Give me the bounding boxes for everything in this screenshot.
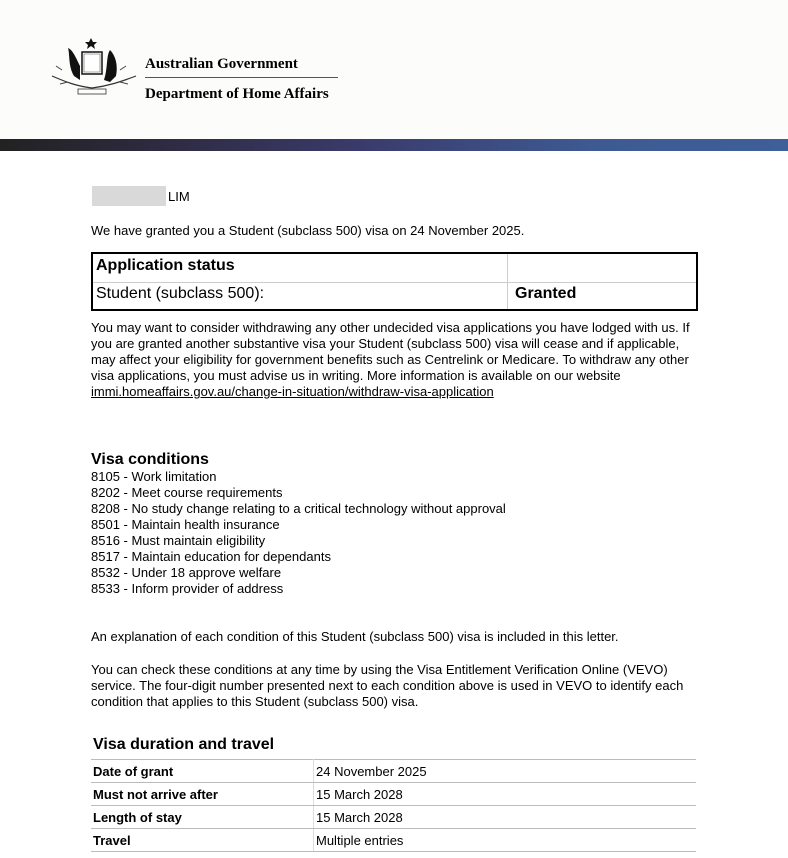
withdraw-link[interactable]: immi.homeaffairs.gov.au/change-in-situat… bbox=[91, 384, 494, 399]
withdraw-text: You may want to consider withdrawing any… bbox=[91, 320, 690, 383]
table-row: Length of stay 15 March 2028 bbox=[91, 805, 696, 829]
status-value: Granted bbox=[515, 285, 577, 302]
condition-item: 8516 - Must maintain eligibility bbox=[91, 533, 266, 548]
letterhead: Australian Government Department of Home… bbox=[0, 0, 788, 139]
conditions-section: Visa conditions 8105 - Work limitation 82… bbox=[91, 451, 506, 597]
intro-text: We have granted you a Student (subclass … bbox=[91, 223, 525, 238]
condition-item: 8533 - Inform provider of address bbox=[91, 581, 284, 596]
vevo-text: You can check these conditions at any ti… bbox=[91, 662, 684, 709]
duration-title: Visa duration and travel bbox=[93, 736, 275, 753]
row-label: Must not arrive after bbox=[91, 782, 314, 806]
recipient-surname: LIM bbox=[168, 189, 190, 204]
row-value: Multiple entries bbox=[313, 828, 696, 852]
row-value: 24 November 2025 bbox=[313, 759, 696, 783]
condition-item: 8202 - Meet course requirements bbox=[91, 485, 283, 500]
condition-item: 8105 - Work limitation bbox=[91, 469, 217, 484]
redacted-given-name bbox=[92, 186, 166, 206]
coat-of-arms-icon bbox=[51, 38, 137, 95]
table-row: Travel Multiple entries bbox=[91, 828, 696, 852]
withdraw-paragraph: You may want to consider withdrawing any… bbox=[91, 320, 691, 400]
table-row: Must not arrive after 15 March 2028 bbox=[91, 782, 696, 806]
row-label: Travel bbox=[91, 828, 314, 852]
duration-table: Date of grant 24 November 2025 Must not ar… bbox=[91, 759, 696, 852]
condition-item: 8517 - Maintain education for dependants bbox=[91, 549, 331, 564]
table-row: Date of grant 24 November 2025 bbox=[91, 759, 696, 783]
department-name: Department of Home Affairs bbox=[145, 86, 329, 102]
row-label: Length of stay bbox=[91, 805, 314, 829]
row-value: 15 March 2028 bbox=[313, 782, 696, 806]
condition-item: 8532 - Under 18 approve welfare bbox=[91, 565, 282, 580]
government-name: Australian Government bbox=[145, 56, 298, 72]
row-value: 15 March 2028 bbox=[313, 805, 696, 829]
condition-item: 8208 - No study change relating to a cri… bbox=[91, 501, 506, 516]
explanation-text: An explanation of each condition of this… bbox=[91, 629, 619, 644]
condition-item: 8501 - Maintain health insurance bbox=[91, 517, 280, 532]
conditions-title: Visa conditions bbox=[91, 451, 209, 468]
header-band bbox=[0, 139, 788, 151]
row-label: Date of grant bbox=[91, 759, 314, 783]
status-visa: Student (subclass 500): bbox=[96, 285, 265, 302]
status-title: Application status bbox=[96, 257, 235, 274]
header-divider bbox=[145, 77, 338, 78]
application-status-box: Application status Student (subclass 500… bbox=[91, 252, 698, 311]
